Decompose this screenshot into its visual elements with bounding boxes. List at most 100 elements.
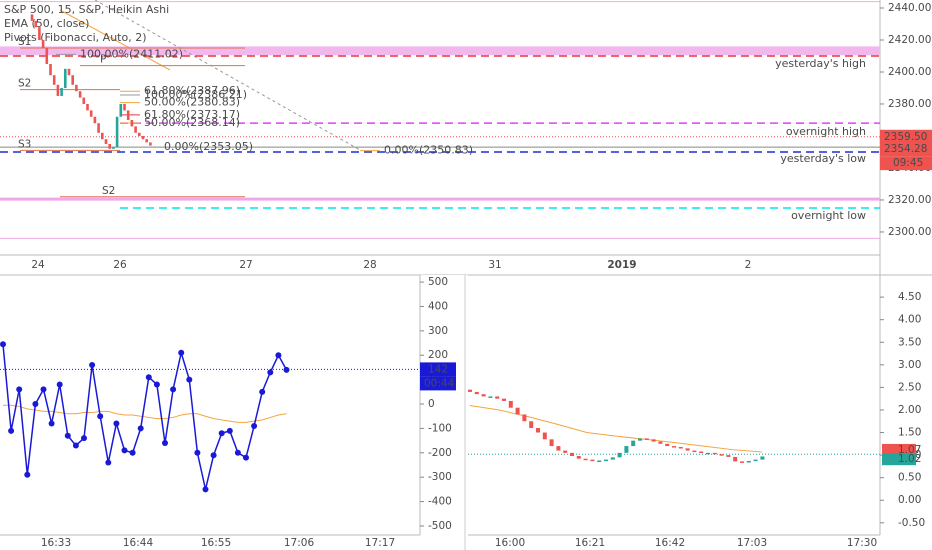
point: [234, 449, 241, 456]
fib-label: 61.80%(2387.96): [144, 84, 240, 97]
point: [170, 386, 177, 393]
pink-band: [0, 46, 880, 56]
candle: [726, 455, 731, 457]
point: [275, 352, 282, 359]
candle: [651, 439, 656, 442]
candle: [149, 142, 152, 146]
y-tick-label: 2.00: [898, 404, 921, 416]
fib-label: 0.00%(2350.83): [384, 144, 473, 157]
candle: [134, 126, 137, 133]
candle: [692, 450, 697, 453]
point: [105, 459, 112, 466]
candle: [78, 91, 82, 98]
candle: [542, 432, 547, 440]
candle: [556, 446, 561, 451]
candle: [495, 396, 500, 399]
point: [81, 435, 87, 442]
price-tag: [882, 443, 916, 456]
point: [153, 381, 160, 388]
point: [8, 427, 15, 434]
candle: [597, 460, 602, 463]
candle: [119, 103, 123, 117]
point: [267, 369, 274, 376]
y-tick-label: -300: [428, 471, 452, 483]
candle: [522, 414, 527, 422]
y-tick-label: 2300.00: [888, 226, 931, 238]
gap: [420, 275, 468, 550]
point: [64, 432, 71, 439]
candle: [52, 75, 56, 85]
time-tag: [880, 156, 932, 171]
x-tick-label: 17:30: [847, 537, 877, 549]
y-tick-label: -100: [428, 422, 452, 434]
point: [145, 374, 152, 381]
indicator-label: EMA (50, close): [4, 17, 89, 30]
x-tick-label: 2019: [607, 259, 636, 271]
candle: [570, 452, 574, 457]
x-tick-label: 27: [239, 259, 252, 271]
value-tag: [420, 362, 456, 377]
point: [251, 422, 258, 429]
point: [40, 386, 47, 393]
point: [243, 454, 249, 461]
y-tick-label: 3.50: [898, 336, 921, 348]
candle: [86, 103, 89, 111]
x-tick-label: 16:44: [123, 537, 154, 549]
candle: [108, 143, 111, 149]
y-tick-label: 2.50: [898, 381, 921, 393]
point: [129, 449, 136, 456]
pivot-label: S1: [18, 36, 31, 48]
point: [226, 427, 233, 434]
fib-label: 50.00%(2380.83): [144, 96, 240, 109]
candle: [746, 460, 751, 463]
y-tick-label: 2400.00: [888, 66, 931, 78]
candle: [678, 446, 683, 449]
pivot-label: S2: [102, 185, 115, 197]
point: [113, 420, 120, 427]
candle: [474, 391, 479, 395]
candle: [138, 132, 141, 136]
candle: [740, 461, 744, 463]
x-tick-label: 16:55: [201, 537, 231, 549]
trend-line: [94, 0, 361, 151]
point: [194, 449, 201, 456]
point: [259, 388, 266, 395]
y-tick-label: 0: [428, 398, 435, 410]
y-tick-label: -500: [428, 520, 452, 532]
candle: [126, 110, 130, 120]
y-tick-label: 0.50: [898, 472, 921, 484]
candle: [617, 452, 622, 458]
point: [16, 386, 23, 393]
candle: [45, 47, 49, 64]
candle: [38, 27, 41, 40]
candle: [760, 456, 765, 460]
y-tick-label: 3.00: [898, 359, 921, 371]
candle: [488, 396, 493, 398]
candle: [706, 452, 710, 455]
trend-line: [59, 9, 171, 71]
candle: [75, 84, 78, 92]
y-tick-label: 500: [428, 276, 448, 288]
y-tick-label: 0.00: [898, 494, 921, 506]
y-tick-label: 2320.00: [888, 194, 931, 206]
candle: [481, 394, 486, 397]
candle: [145, 139, 148, 143]
candle: [67, 68, 71, 76]
candle: [30, 14, 34, 21]
point: [97, 413, 104, 420]
y-tick-label: 2440.00: [888, 2, 931, 14]
pivot-label: S2: [18, 78, 31, 90]
point: [137, 425, 144, 432]
candle: [576, 456, 581, 459]
x-tick-label: 16:42: [655, 537, 685, 549]
candle: [93, 116, 97, 124]
candle: [515, 407, 520, 415]
x-tick-label: 2: [745, 259, 752, 271]
time-tag: [420, 376, 456, 391]
y-tick-label: 1.50: [898, 427, 921, 439]
y-tick-label: 4.00: [898, 314, 921, 326]
candle: [610, 457, 615, 460]
y-tick-label: -200: [428, 447, 452, 459]
point: [202, 486, 209, 493]
point: [48, 420, 55, 427]
